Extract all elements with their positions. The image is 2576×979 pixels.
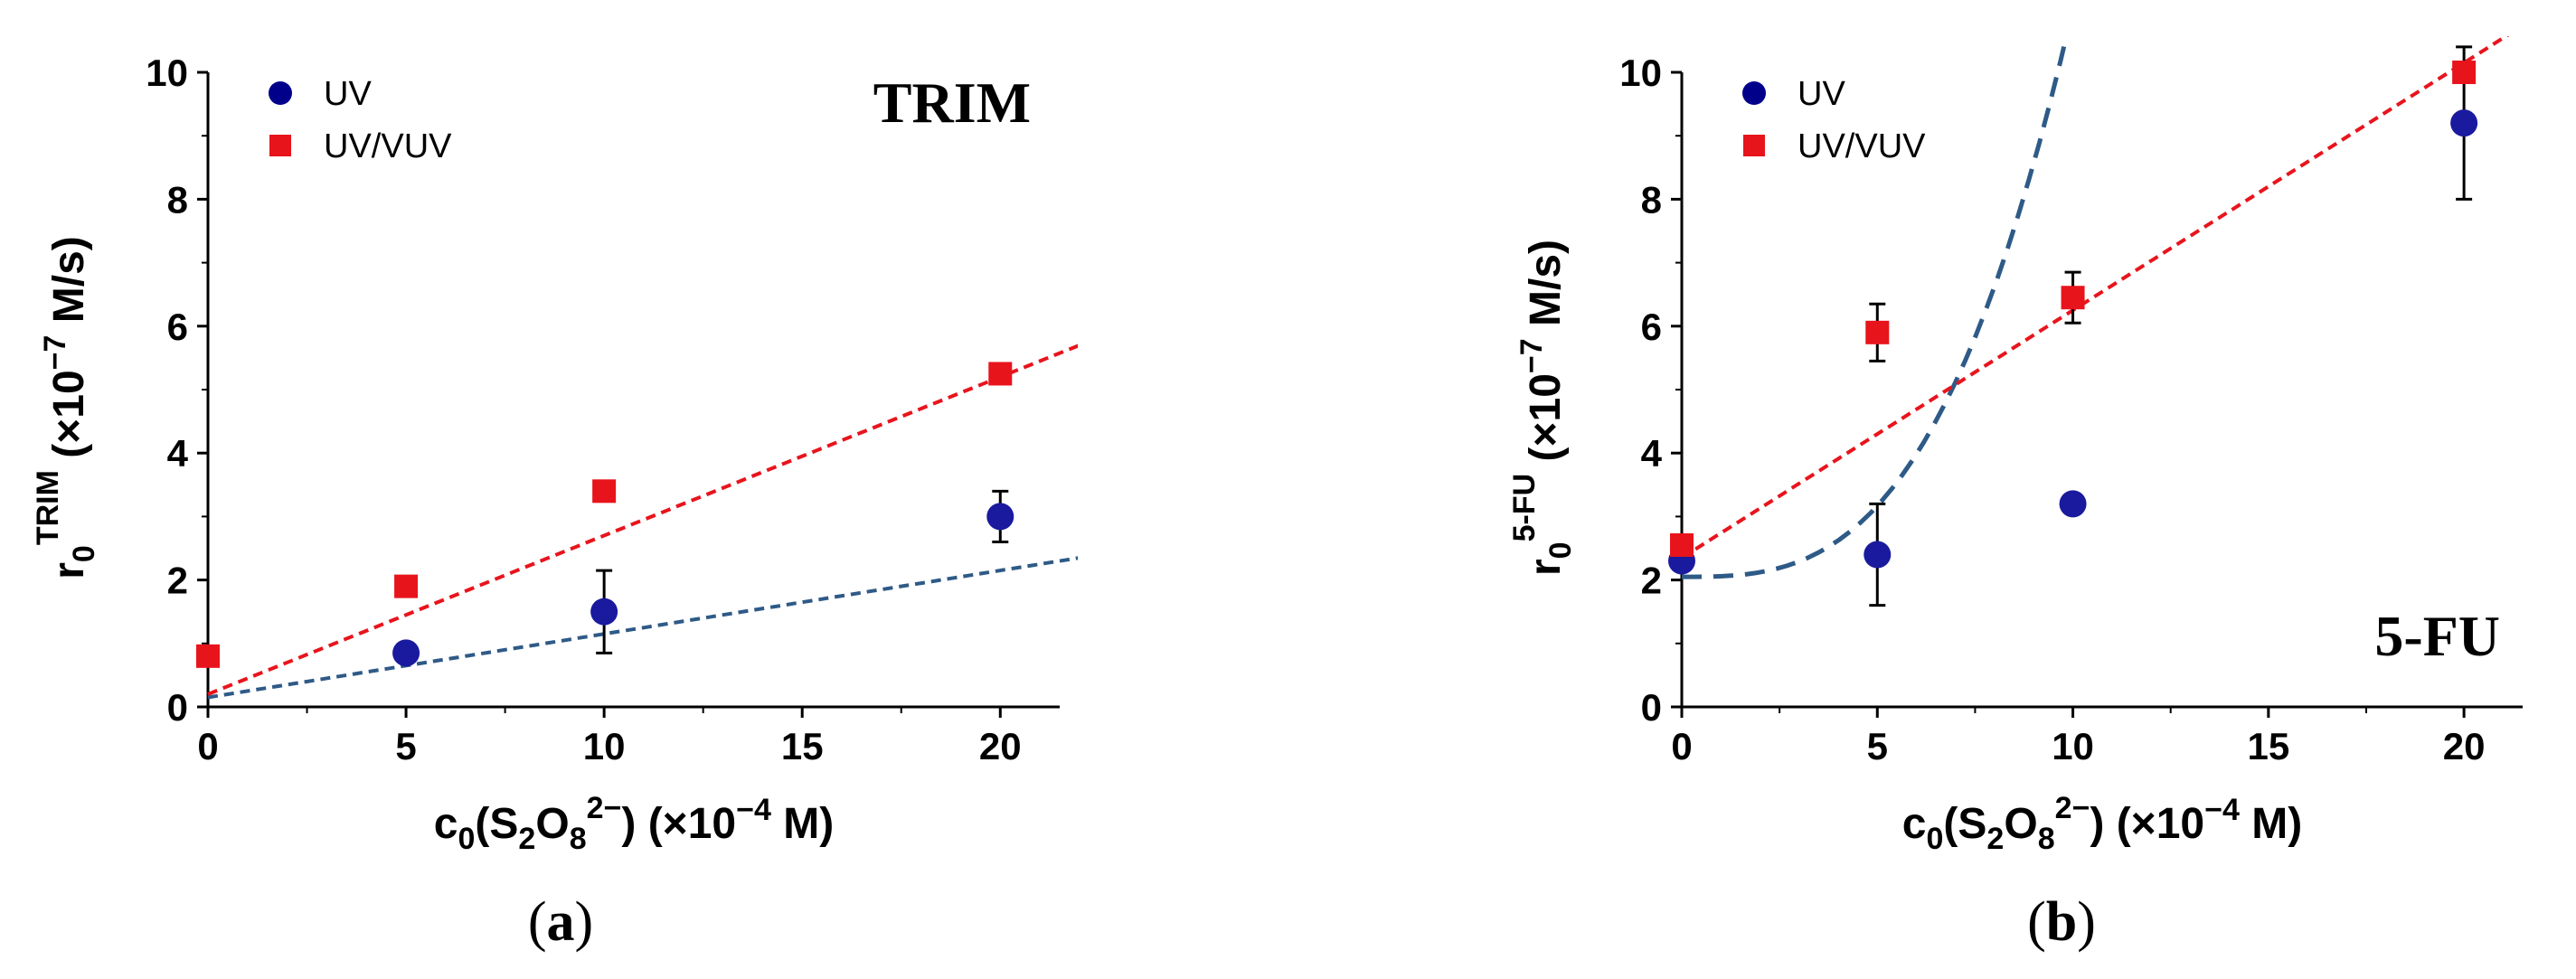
x-tick-label: 15 [781,725,824,767]
fit-lines [207,344,1078,700]
legend: UV UV/VUV [269,75,452,165]
panel-b: 0 5 10 15 20 0 2 4 6 8 10 c0(S2O82−) (×10−4 M) r05-F… [1507,36,2523,953]
y-tick-label: 2 [1641,560,1662,602]
x-tick-label: 20 [979,725,1022,767]
y-tick-label: 4 [1641,432,1663,475]
y-tick-label: 0 [167,686,188,729]
y-axis-label: r0TRIM (×10−7 M/s) [31,236,101,579]
panel-tag: TRIM [873,71,1031,135]
legend-label: UV [324,75,372,113]
x-tick-label: 10 [2052,725,2094,767]
series-uv [392,489,1014,667]
y-tick-label: 6 [167,306,188,348]
data-point-uv-vuv [1865,320,1890,344]
fit-line-uv-vuv [207,344,1078,696]
panel-caption: (b) [2027,891,2096,953]
panel-caption: (a) [528,891,593,953]
y-tick-label: 4 [167,432,189,475]
legend-marker-square [1743,135,1765,156]
data-point-uv-vuv [1670,532,1694,557]
legend: UV UV/VUV [1742,75,1926,165]
data-point-uv-vuv [988,362,1013,386]
fit-line-uv [207,556,1078,700]
y-axis-label: r05-FU (×10−7 M/s) [1507,240,1578,576]
x-tick-label: 5 [395,725,416,767]
data-point-uv [590,598,618,626]
y-tick-label: 0 [1641,686,1662,729]
legend-marker-square [269,135,291,156]
legend-marker-circle [269,81,292,105]
fit-lines [1680,36,2510,579]
legend-label: UV/VUV [324,127,452,165]
y-tick-label: 6 [1641,306,1662,348]
y-tick-label: 10 [146,52,188,94]
data-point-uv [392,639,420,667]
data-point-uv-vuv [196,644,220,668]
x-tick-label: 0 [197,725,218,767]
legend-label: UV/VUV [1798,127,1926,165]
data-point-uv [2059,490,2087,518]
legend-label: UV [1798,75,1845,113]
x-axis-label: c0(S2O82−) (×10−4 M) [1902,791,2302,856]
data-point-uv-vuv [2452,61,2477,84]
fit-line-uv [1682,36,2069,579]
y-tick-label: 10 [1619,52,1662,94]
y-tick-label: 2 [167,560,188,602]
data-point-uv-vuv [2061,286,2085,310]
y-tick-label: 8 [1641,178,1662,221]
data-point-uv [1864,541,1892,569]
series-uv-vuv [196,362,1013,668]
x-tick-label: 0 [1671,725,1692,767]
x-tick-label: 5 [1867,725,1888,767]
y-tick-label: 8 [167,178,188,221]
x-tick-label: 10 [583,725,626,767]
panel-a: 0 5 10 15 20 0 2 4 6 8 10 c0(S2O82−) (×10−4 M) r0TRI… [31,52,1078,953]
x-axis-label: c0(S2O82−) (×10−4 M) [434,791,834,856]
x-tick-label: 20 [2443,725,2486,767]
data-point-uv [986,503,1014,531]
data-point-uv-vuv [592,479,617,504]
fit-line-uv-vuv [1680,36,2510,560]
data-point-uv-vuv [394,574,419,598]
panel-tag: 5-FU [2374,604,2500,668]
series-uv-vuv [1670,61,2477,557]
x-tick-label: 15 [2247,725,2289,767]
data-point-uv [2450,109,2478,137]
legend-marker-circle [1742,81,1766,105]
